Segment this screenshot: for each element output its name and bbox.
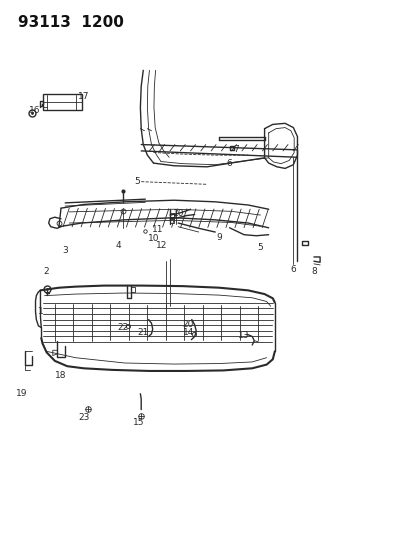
Text: 3: 3 <box>62 246 68 255</box>
Bar <box>43 94 81 110</box>
Text: 16: 16 <box>28 106 40 115</box>
Text: 23: 23 <box>78 413 89 422</box>
Text: 12: 12 <box>156 241 167 250</box>
Text: 6: 6 <box>226 159 232 167</box>
Text: 18: 18 <box>55 370 66 379</box>
Text: 2: 2 <box>44 268 49 276</box>
Text: 1: 1 <box>38 307 43 316</box>
Text: 5: 5 <box>134 177 140 186</box>
Text: 8: 8 <box>310 268 316 276</box>
Text: 11: 11 <box>152 225 163 234</box>
Text: 14: 14 <box>183 328 194 337</box>
Text: 19: 19 <box>16 389 28 398</box>
Text: 7: 7 <box>233 146 238 155</box>
Text: 4: 4 <box>116 241 121 250</box>
Text: 5: 5 <box>257 244 263 253</box>
Text: 6: 6 <box>290 265 296 273</box>
Text: 21: 21 <box>137 328 149 337</box>
Text: 93113  1200: 93113 1200 <box>18 14 123 30</box>
Text: 9: 9 <box>216 233 222 242</box>
Text: 10: 10 <box>172 209 183 218</box>
Text: 22: 22 <box>117 323 128 332</box>
Text: 13: 13 <box>238 331 249 340</box>
Text: 15: 15 <box>133 418 145 427</box>
Text: 10: 10 <box>147 234 159 243</box>
Text: 17: 17 <box>78 92 89 101</box>
Text: 20: 20 <box>183 320 194 329</box>
